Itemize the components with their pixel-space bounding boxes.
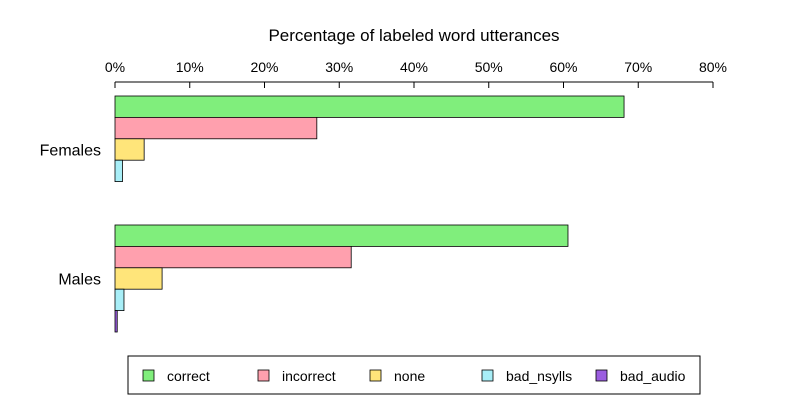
bars [114, 95, 625, 333]
x-tick-label: 10% [176, 59, 204, 75]
chart-title: Percentage of labeled word utterances [268, 26, 559, 45]
legend-swatch [142, 369, 155, 382]
bar-females-bad_nsylls [114, 159, 123, 182]
bar-males-correct [114, 224, 569, 247]
x-tick-label: 40% [400, 59, 428, 75]
x-tick-label: 70% [624, 59, 652, 75]
legend-swatch [369, 369, 382, 382]
legend-label: correct [167, 368, 210, 384]
bar-females-none [114, 138, 145, 161]
bar-females-correct [114, 95, 625, 118]
legend-swatch [257, 369, 270, 382]
legend-swatch [481, 369, 494, 382]
x-tick-label: 0% [105, 59, 125, 75]
legend: correct incorrect none bad_nsylls bad_audio [127, 355, 701, 395]
legend-swatch [595, 369, 608, 382]
bar-males-bad_nsylls [114, 288, 125, 312]
legend-label: none [394, 368, 425, 384]
legend-label: incorrect [282, 368, 336, 384]
x-tick-label: 20% [250, 59, 278, 75]
legend-label: bad_nsylls [506, 368, 572, 384]
bar-males-incorrect [114, 245, 352, 269]
x-tick-label: 60% [549, 59, 577, 75]
legend-label: bad_audio [620, 368, 686, 384]
bar-males-bad_audio [114, 310, 118, 333]
category-label: Males [58, 272, 101, 289]
category-labels: Females Males [40, 143, 101, 289]
category-label: Females [40, 143, 101, 160]
bar-males-none [114, 267, 163, 290]
x-tick-label: 50% [475, 59, 503, 75]
x-tick-label: 80% [699, 59, 727, 75]
x-axis: 0% 10% 20% 30% 40% 50% 60% 70% 80% [105, 59, 727, 88]
bar-females-incorrect [114, 117, 318, 140]
x-tick-label: 30% [325, 59, 353, 75]
